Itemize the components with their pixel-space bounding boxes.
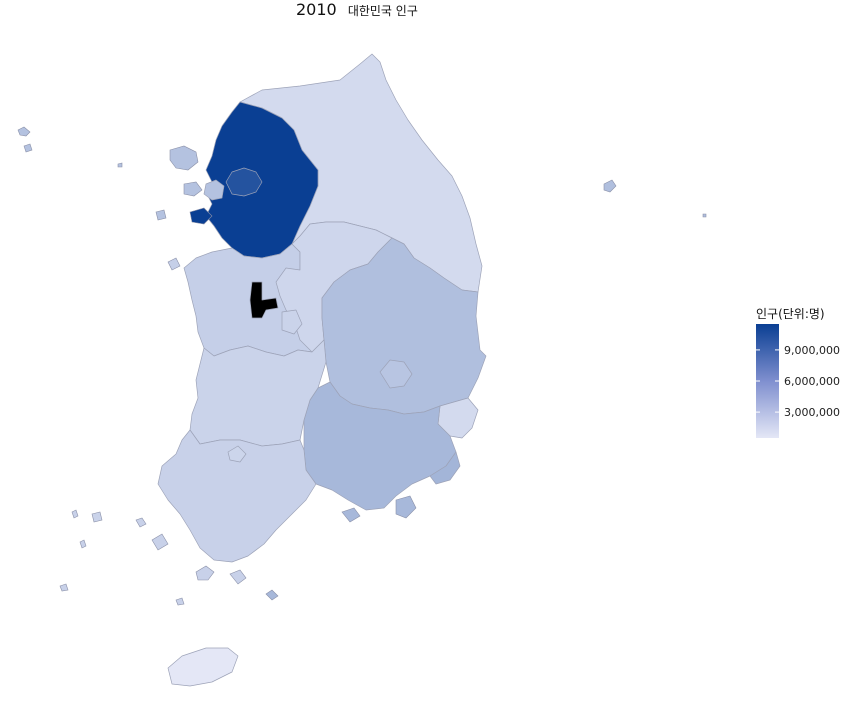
island-namhae <box>341 507 361 523</box>
island-ganghwa <box>169 145 199 171</box>
island-south-4 <box>229 569 247 585</box>
island-ulleung <box>603 179 617 193</box>
island-group <box>17 126 707 606</box>
island-south-2 <box>151 533 169 551</box>
region-jeju <box>167 647 239 687</box>
island-south-3 <box>195 565 215 581</box>
region-busan <box>429 451 461 485</box>
island-west-5 <box>167 257 181 271</box>
legend-tick-label: 9,000,000 <box>784 344 840 357</box>
island-south-5 <box>265 589 279 601</box>
island-daecheong <box>23 143 33 153</box>
region-incheon <box>203 179 225 201</box>
legend-color-bar <box>756 324 779 438</box>
island-west-4 <box>79 539 87 549</box>
legend-tick-label: 6,000,000 <box>784 375 840 388</box>
island-daebu <box>189 207 213 225</box>
region-daejeon <box>281 309 303 335</box>
island-west-1 <box>59 583 69 592</box>
island-yeongjong <box>183 181 203 197</box>
region-seoul <box>225 167 263 197</box>
legend-ticks: 9,000,000 6,000,000 3,000,000 <box>756 344 840 419</box>
island-south-6 <box>175 597 185 606</box>
legend-title: 인구(단위:명) <box>756 307 825 321</box>
map-title-year: 2010 <box>296 0 337 19</box>
island-south-1 <box>135 517 147 528</box>
region-jeonbuk <box>189 339 327 447</box>
map-title-text: 대한민국 인구 <box>348 4 418 18</box>
region-gwangju <box>227 445 247 463</box>
region-jeonnam <box>157 429 317 563</box>
island-dokdo <box>702 213 707 218</box>
island-geoje <box>395 495 417 519</box>
region-sejong <box>249 281 279 319</box>
legend-tick-label: 3,000,000 <box>784 406 840 419</box>
region-daegu <box>379 359 413 389</box>
legend: 인구(단위:명) 9,000,000 6,000,000 3,000,000 <box>756 307 840 438</box>
island-west-2 <box>71 509 79 519</box>
island-deokjeok <box>155 209 167 221</box>
island-baengnyeong <box>17 126 31 137</box>
island-west-3 <box>91 511 103 523</box>
map-title: 2010 대한민국 인구 <box>296 0 418 19</box>
island-west-6 <box>117 162 123 168</box>
